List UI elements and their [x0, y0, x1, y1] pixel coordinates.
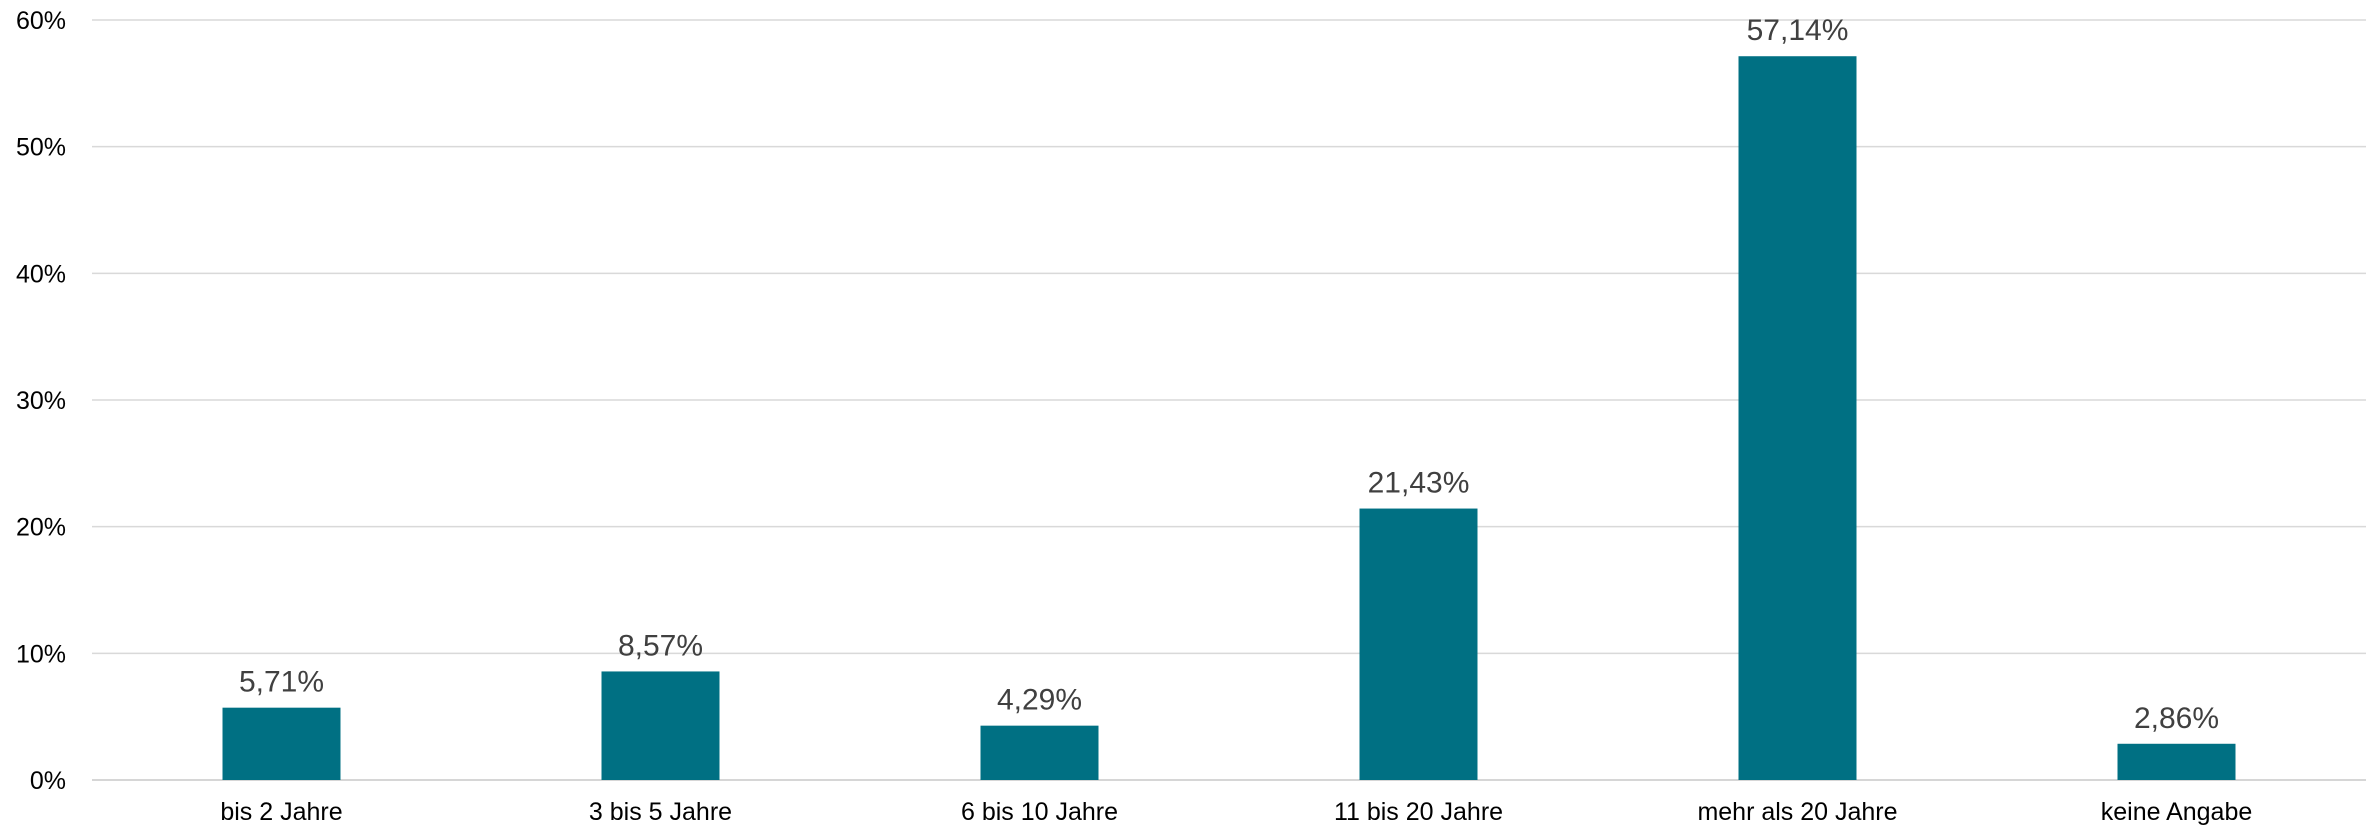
- data-label: 5,71%: [239, 666, 324, 699]
- category-label: bis 2 Jahre: [220, 798, 342, 826]
- gridlines: [92, 19, 2366, 781]
- y-tick-label: 50%: [16, 134, 66, 162]
- data-label: 4,29%: [997, 684, 1082, 717]
- data-label: 2,86%: [2134, 702, 2219, 735]
- y-axis-tick-labels: 0% 10% 20% 30% 40% 50% 60%: [16, 7, 66, 795]
- data-label: 21,43%: [1368, 467, 1470, 500]
- y-tick-label: 60%: [16, 7, 66, 35]
- data-label: 57,14%: [1747, 14, 1849, 47]
- category-label: mehr als 20 Jahre: [1697, 798, 1897, 826]
- bar: [2117, 743, 2236, 780]
- y-tick-label: 20%: [16, 514, 66, 542]
- category-label: 11 bis 20 Jahre: [1334, 798, 1503, 826]
- y-tick-label: 30%: [16, 387, 66, 415]
- category-label: 3 bis 5 Jahre: [589, 798, 732, 826]
- category-label: 6 bis 10 Jahre: [961, 798, 1118, 826]
- y-tick-label: 0%: [30, 767, 66, 795]
- x-axis-category-labels: bis 2 Jahre 3 bis 5 Jahre 6 bis 10 Jahre 11…: [220, 798, 2252, 826]
- bars: [222, 56, 2236, 780]
- bar: [222, 707, 341, 780]
- bar: [980, 725, 1099, 780]
- bar: [1738, 56, 1857, 780]
- y-tick-label: 10%: [16, 640, 66, 668]
- bar: [601, 671, 720, 780]
- data-labels: 5,71% 8,57% 4,29% 21,43% 57,14% 2,86%: [239, 14, 2219, 735]
- data-label: 8,57%: [618, 629, 703, 662]
- y-tick-label: 40%: [16, 260, 66, 288]
- category-label: keine Angabe: [2101, 798, 2253, 826]
- bar: [1359, 508, 1478, 780]
